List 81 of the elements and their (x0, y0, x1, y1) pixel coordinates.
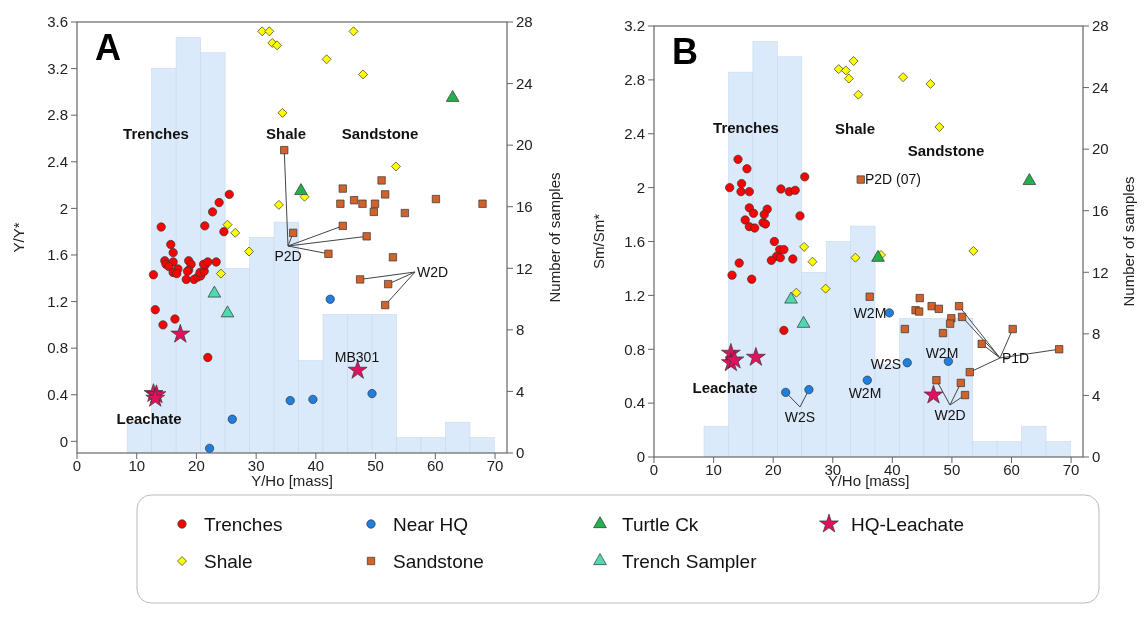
y2-tick-label: 4 (1092, 386, 1101, 404)
annotation: W2S (784, 409, 816, 425)
annotation: Leachate (692, 379, 758, 397)
y2-tick-label: 28 (516, 13, 533, 31)
y-tick-label: 0.4 (624, 394, 645, 412)
y2-tick-label: 24 (516, 74, 533, 92)
y2-tick-label: 4 (516, 382, 525, 400)
annotation: MB301 (334, 348, 380, 365)
legend-label: Sandstone (393, 550, 484, 572)
y-axis-title: Y/Y* (10, 222, 27, 253)
annotation: Sandstone (341, 125, 419, 143)
annotation: W2M (848, 384, 882, 401)
x-tick-label: 10 (128, 457, 146, 474)
y-tick-label: 3.6 (47, 13, 68, 31)
chart-title: B (672, 31, 698, 72)
y2-tick-label: 16 (1092, 201, 1109, 219)
annotation: W2D (934, 407, 966, 423)
legend-label: Shale (204, 550, 253, 572)
y2-tick-label: 8 (516, 321, 525, 339)
y2-tick-label: 12 (516, 259, 533, 277)
x-tick-label: 70 (486, 457, 504, 474)
x-tick-label: 20 (188, 457, 205, 474)
y-tick-label: 1.6 (624, 232, 645, 250)
y-tick-label: 1.2 (47, 292, 68, 310)
annotation: W2M (853, 304, 887, 321)
x-tick-label: 50 (943, 461, 961, 478)
y2-tick-label: 20 (516, 136, 533, 154)
annotation: P2D (07) (865, 170, 922, 187)
y-axis-title: Sm/Sm* (590, 213, 607, 270)
annotation: W2S (870, 355, 902, 372)
legend-label: Turtle Ck (622, 513, 699, 535)
x-tick-label: 20 (764, 461, 782, 478)
y2-tick-label: 16 (516, 197, 533, 215)
y-tick-label: 2 (636, 178, 645, 196)
y2-tick-label: 12 (1092, 263, 1109, 281)
y-tick-label: 2 (59, 199, 68, 217)
x-tick-label: 0 (649, 461, 659, 478)
x-tick-label: 40 (307, 457, 325, 474)
y-tick-label: 2.4 (47, 153, 68, 171)
y-tick-label: 2.8 (624, 71, 645, 89)
legend-label: Trench Sampler (622, 550, 758, 572)
y2-tick-label: 20 (1092, 140, 1109, 158)
x-axis-title: Y/Ho [mass] (251, 472, 333, 489)
x-tick-label: 40 (883, 461, 901, 478)
y-tick-label: 0 (59, 432, 68, 450)
legend-label: HQ-Leachate (851, 513, 965, 535)
annotation: P2D (274, 248, 302, 264)
y-tick-label: 1.2 (624, 286, 645, 304)
x-tick-label: 50 (367, 457, 384, 474)
y-tick-label: 2.4 (624, 125, 645, 142)
annotation: Shale (834, 120, 876, 138)
x-tick-label: 0 (72, 457, 82, 474)
annotation: Leachate (116, 410, 182, 428)
chart-title: A (95, 27, 121, 68)
y2-axis-title: Number of samples (546, 172, 563, 303)
y2-tick-label: 8 (1092, 325, 1101, 343)
y-tick-label: 3.2 (47, 59, 68, 77)
y2-tick-label: 28 (1092, 17, 1109, 35)
y-tick-label: 0.4 (47, 386, 68, 404)
x-tick-label: 30 (247, 457, 265, 474)
legend-label: Trenches (204, 513, 283, 535)
annotation: W2D (417, 263, 449, 280)
y-tick-label: 1.6 (47, 246, 68, 264)
y-tick-label: 0.8 (47, 339, 68, 357)
x-tick-label: 10 (705, 461, 722, 478)
legend-label: Near HQ (393, 513, 468, 535)
annotation: Sandstone (907, 142, 985, 160)
x-tick-label: 60 (1003, 461, 1020, 478)
y2-tick-label: 24 (1092, 78, 1109, 96)
annotation: W2M (925, 344, 959, 361)
y-tick-label: 3.2 (624, 17, 645, 35)
annotation: P1D (1002, 349, 1030, 366)
x-tick-label: 60 (426, 457, 444, 474)
annotation: Trenches (123, 125, 189, 143)
annotation: Trenches (713, 119, 779, 137)
y-tick-label: 0.8 (624, 340, 645, 358)
y2-axis-title: Number of samples (1120, 176, 1137, 307)
annotation: Shale (265, 125, 307, 143)
x-tick-label: 70 (1062, 461, 1080, 478)
y-tick-label: 2.8 (47, 106, 68, 124)
y2-tick-label: 0 (516, 444, 525, 462)
